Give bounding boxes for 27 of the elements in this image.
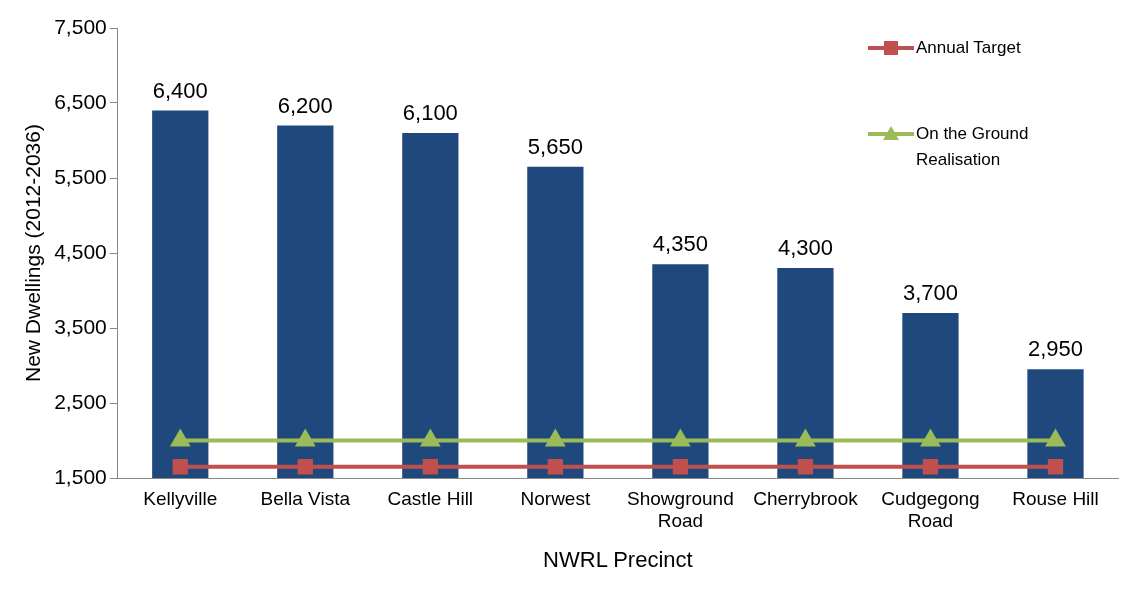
data-label: 5,650 — [527, 133, 583, 159]
y-tick-label: 1,500 — [54, 464, 107, 488]
data-label: 3,700 — [902, 280, 958, 306]
x-tick-label: Bella Vista — [260, 487, 351, 509]
y-tick-label: 4,500 — [54, 239, 107, 263]
data-label: 6,400 — [152, 77, 208, 103]
data-label: 4,300 — [777, 235, 833, 261]
y-tick-label: 6,500 — [54, 89, 107, 113]
x-tick-label: Cudgegong Road — [881, 487, 980, 532]
y-tick-label: 3,500 — [54, 314, 107, 338]
data-label: 6,200 — [277, 92, 333, 118]
data-label: 4,350 — [652, 231, 708, 257]
x-tick-label: Kellyville — [143, 487, 218, 509]
x-tick-label: Showground Road — [627, 487, 734, 532]
y-tick-label: 2,500 — [54, 389, 107, 413]
y-tick-label: 5,500 — [54, 164, 107, 188]
y-axis-title: New Dwellings (2012-2036) — [21, 124, 45, 382]
data-label: 2,950 — [1027, 336, 1084, 362]
x-tick-label: Cherrybrook — [753, 487, 859, 509]
legend-label: Annual Target — [916, 37, 1021, 57]
x-tick-label: Norwest — [520, 487, 591, 509]
x-tick-label: Castle Hill — [387, 487, 474, 509]
y-tick-label: 7,500 — [54, 14, 107, 38]
x-tick-label: Rouse Hill — [1012, 487, 1099, 509]
data-label: 6,100 — [402, 100, 458, 126]
x-axis-title: NWRL Precinct — [543, 546, 693, 572]
legend-label: On the Ground Realisation — [916, 123, 1029, 169]
